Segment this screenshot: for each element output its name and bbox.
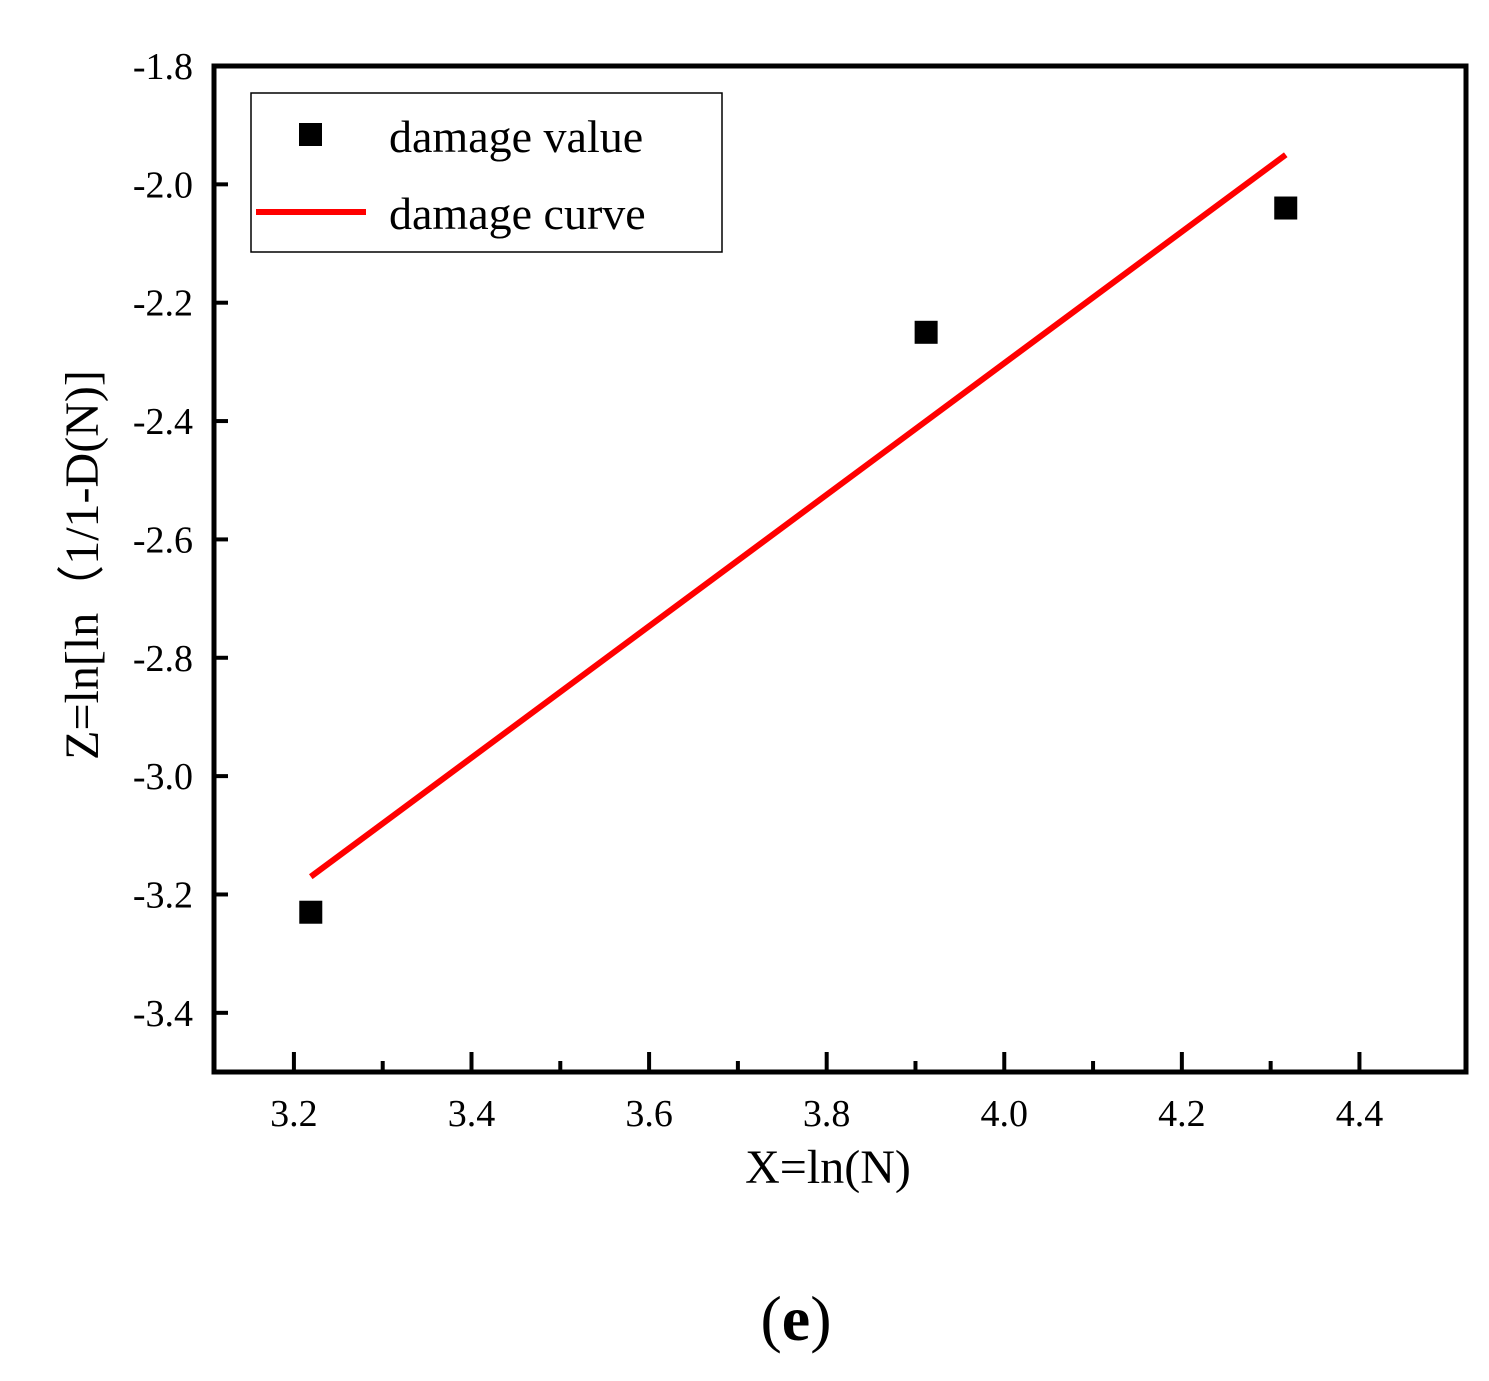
plot-frame: [211, 63, 1469, 1075]
legend: damage value damage curve: [250, 92, 723, 253]
legend-marker-square: [299, 123, 322, 146]
x-tick-label-4.2: 4.2: [1158, 1093, 1206, 1135]
panel-label-letter: e: [782, 1283, 810, 1354]
y-axis-title: Z=ln[ln（1/1-D(N)]: [56, 370, 109, 760]
y-tick-label--2.4: -2.4: [133, 401, 193, 443]
panel-label: (e): [760, 1283, 831, 1354]
x-tick-label-3.8: 3.8: [803, 1093, 851, 1135]
x-tick-label-3.6: 3.6: [625, 1093, 673, 1135]
x-axis-title: X=ln(N): [745, 1141, 911, 1194]
legend-label-damage-curve: damage curve: [389, 188, 646, 239]
legend-box: [250, 92, 723, 253]
x-tick-label-4.4: 4.4: [1336, 1093, 1384, 1135]
y-tick-label--3.0: -3.0: [133, 756, 193, 798]
y-tick-label--2.2: -2.2: [133, 283, 193, 325]
x-tick-label-3.4: 3.4: [448, 1093, 496, 1135]
ticks-layer: 3.2 3.4 3.6 3.8 4.0 4.2 4.4 -3.4 -3.2 -3.0 -2.8 -2.…: [133, 46, 1383, 1135]
series-layer: [299, 152, 1298, 924]
damage-value-point-1: [299, 900, 323, 924]
damage-curve-line: [309, 152, 1288, 880]
panel-label-close: ): [810, 1283, 831, 1354]
y-tick-label--1.8: -1.8: [133, 46, 193, 88]
y-tick-label--2.6: -2.6: [133, 519, 193, 561]
legend-label-damage-value: damage value: [389, 111, 643, 162]
y-tick-label--2.8: -2.8: [133, 638, 193, 680]
y-tick-label--2.0: -2.0: [133, 164, 193, 206]
x-tick-label-4.0: 4.0: [981, 1093, 1029, 1135]
y-tick-label--3.2: -3.2: [133, 874, 193, 916]
panel-label-open: (: [760, 1283, 781, 1354]
y-tick-label--3.4: -3.4: [133, 993, 193, 1035]
damage-value-point-2: [914, 320, 938, 344]
damage-value-point-3: [1274, 196, 1298, 220]
x-tick-label-3.2: 3.2: [270, 1093, 318, 1135]
